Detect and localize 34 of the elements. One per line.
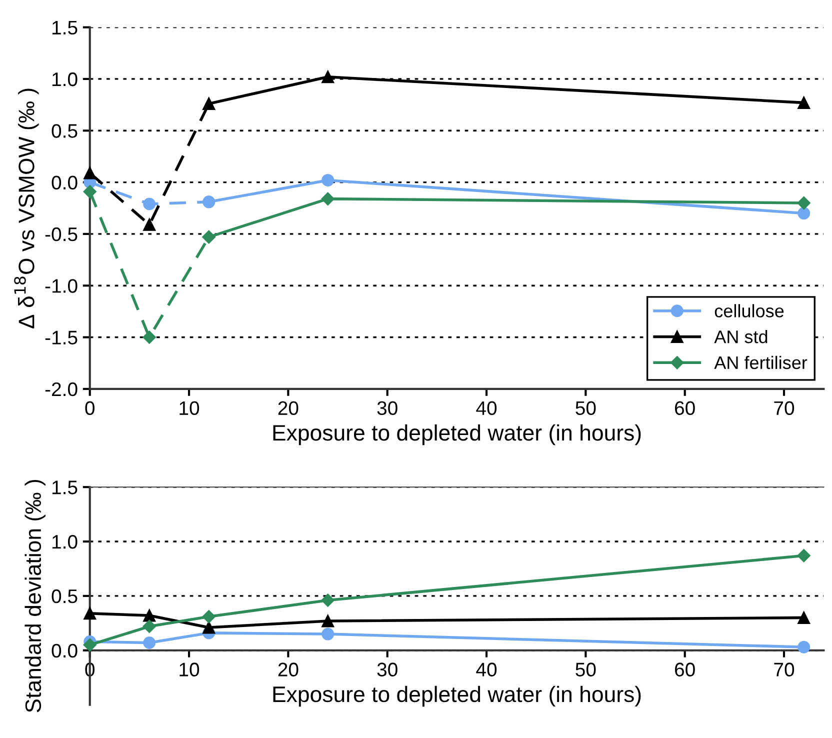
legend-label: cellulose bbox=[714, 304, 784, 318]
x-tick-label: 60 bbox=[675, 401, 695, 416]
x-tick-label: 70 bbox=[774, 662, 794, 676]
legend-label: AN std bbox=[714, 330, 768, 344]
y-tick-label: -1.5 bbox=[45, 330, 78, 345]
x-tick-label: 30 bbox=[377, 401, 398, 416]
y-tick-label: -0.5 bbox=[45, 227, 78, 242]
y-tick-label: -2.0 bbox=[45, 382, 78, 396]
x-tick-label: 20 bbox=[278, 401, 298, 416]
y-tick-label: -1.0 bbox=[45, 279, 78, 293]
x-axis-title: Exposure to depleted water (in hours) bbox=[273, 424, 641, 446]
x-tick-label: 20 bbox=[278, 662, 298, 676]
y-tick-label: 1.5 bbox=[52, 480, 78, 494]
y-axis-title: Δ δ$^{18}$O vs VSMOW (‰ ) bbox=[14, 88, 39, 328]
x-axis-title: Exposure to depleted water (in hours) bbox=[273, 686, 641, 707]
x-tick-label: 50 bbox=[576, 401, 596, 416]
x-tick-label: 70 bbox=[774, 401, 794, 416]
x-tick-label: 0 bbox=[85, 401, 95, 416]
x-tick-label: 30 bbox=[377, 662, 398, 676]
y-tick-label: 0.5 bbox=[52, 124, 78, 138]
x-tick-label: 50 bbox=[576, 662, 596, 676]
y-tick-label: 0.5 bbox=[52, 589, 78, 604]
y-tick-label: 1.0 bbox=[52, 72, 78, 86]
y-tick-label: 0.0 bbox=[52, 176, 78, 190]
y-tick-label: 1.0 bbox=[52, 534, 78, 549]
x-tick-label: 40 bbox=[476, 662, 497, 676]
x-tick-label: 60 bbox=[675, 662, 695, 676]
y-axis-title: Standard deviation (‰ ) bbox=[24, 480, 46, 712]
x-tick-label: 10 bbox=[180, 662, 200, 676]
x-tick-label: 40 bbox=[476, 401, 497, 416]
y-tick-label: 0.0 bbox=[52, 644, 78, 658]
y-tick-label: 1.5 bbox=[52, 20, 78, 35]
legend-label: AN fertiliser bbox=[714, 356, 808, 370]
x-tick-label: 10 bbox=[180, 401, 200, 416]
